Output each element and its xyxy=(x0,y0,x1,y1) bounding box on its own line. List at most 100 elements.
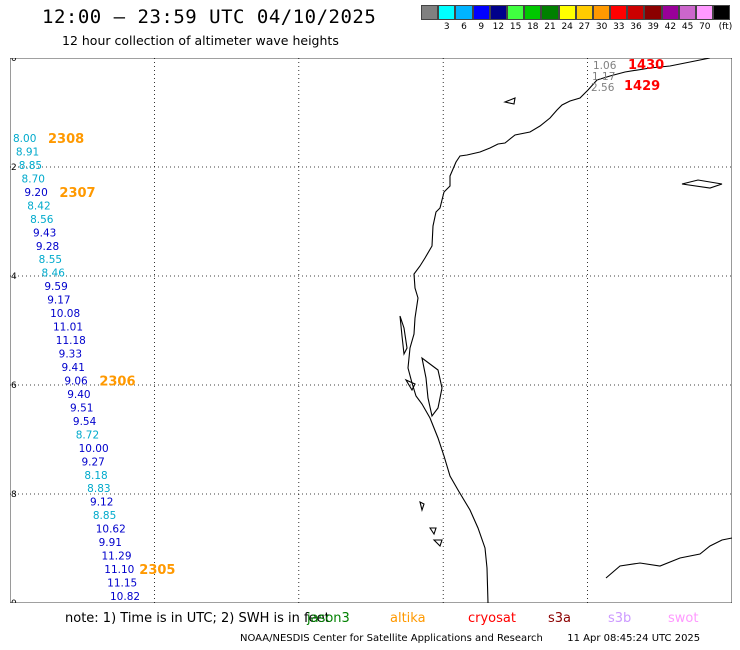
swh-value: 8.42 xyxy=(27,200,50,212)
altika-track-main: 8.008.918.858.709.208.428.569.439.288.55… xyxy=(13,132,175,603)
scale-label: 18 xyxy=(527,22,539,32)
page-subtitle: 12 hour collection of altimeter wave hei… xyxy=(62,33,339,48)
latitude-label: -22 xyxy=(10,163,17,173)
page-title: 12:00 — 23:59 UTC 04/10/2025 xyxy=(42,6,377,28)
scale-swatch xyxy=(558,5,576,20)
map-axis-labels: -20-22-24-26-28-30105108111114117120 xyxy=(10,58,17,603)
latitude-label: -24 xyxy=(10,272,17,282)
scale-label: 9 xyxy=(478,22,485,32)
satellite-legend-jason3: jason3 xyxy=(307,611,350,626)
swh-value: 9.40 xyxy=(67,389,90,401)
swh-value: 8.83 xyxy=(87,483,110,495)
swh-value: 8.85 xyxy=(19,160,42,172)
latitude-label: -30 xyxy=(10,599,17,603)
swh-value: 10.08 xyxy=(50,308,80,320)
scale-swatch xyxy=(678,5,696,20)
scale-swatch xyxy=(592,5,611,20)
satellite-legend-s3a: s3a xyxy=(548,611,572,626)
credit-text: NOAA/NESDIS Center for Satellite Applica… xyxy=(240,633,543,644)
offshore-island-east xyxy=(681,179,723,189)
small-island-south-1 xyxy=(419,500,425,512)
lat-lon-grid xyxy=(10,58,732,603)
scale-swatch xyxy=(713,5,731,20)
shark-bay-peninsula xyxy=(421,356,443,418)
scale-unit: (ft) xyxy=(718,22,733,32)
southwest-coast xyxy=(605,537,732,579)
swh-value: 9.59 xyxy=(44,281,67,293)
satellite-legend-swot: swot xyxy=(668,611,699,626)
scale-label: 33 xyxy=(613,22,625,32)
swh-value: 9.17 xyxy=(47,295,70,307)
swh-value: 9.33 xyxy=(59,349,82,361)
satellite-legend-cryosat: cryosat xyxy=(468,611,516,626)
scale-swatch xyxy=(438,5,456,20)
scale-swatch xyxy=(696,5,714,20)
scale-swatch xyxy=(524,5,542,20)
swh-value: 1.06 xyxy=(593,60,617,72)
pass-time-label: 2306 xyxy=(99,374,135,389)
offshore-island-north xyxy=(503,97,516,105)
generated-timestamp: 11 Apr 08:45:24 UTC 2025 xyxy=(567,633,701,644)
scale-label: 15 xyxy=(509,22,522,32)
satellite-legend-s3b: s3b xyxy=(608,611,632,626)
scale-label: 42 xyxy=(664,22,677,32)
swh-value: 1.17 xyxy=(592,71,615,83)
scale-swatch xyxy=(489,5,507,20)
swh-value: 11.15 xyxy=(107,578,137,590)
swh-value: 11.01 xyxy=(53,322,83,334)
latitude-label: -28 xyxy=(10,490,17,500)
scale-swatch xyxy=(575,5,593,20)
scale-swatch xyxy=(661,5,679,20)
scale-label: 39 xyxy=(647,22,659,32)
swh-value: 9.06 xyxy=(64,375,88,387)
dirk-hartog-island xyxy=(399,315,408,356)
satellite-legend-altika: altika xyxy=(390,611,426,626)
swh-value: 10.62 xyxy=(96,524,126,536)
swh-value: 8.00 xyxy=(13,133,36,145)
scale-swatch xyxy=(421,5,439,20)
northwest-cape-coast xyxy=(596,58,711,81)
swh-value: 8.85 xyxy=(93,510,116,522)
swh-value: 10.00 xyxy=(79,443,109,455)
footer-credit: NOAA/NESDIS Center for Satellite Applica… xyxy=(240,633,700,644)
scale-swatch xyxy=(627,5,645,20)
pass-time-label: 1430 xyxy=(628,58,664,73)
latitude-label: -26 xyxy=(10,381,17,391)
scale-label: 12 xyxy=(492,22,505,32)
cryosat-track-northeast: 1.061.172.56 1430 1429 xyxy=(591,58,664,94)
swh-value: 9.51 xyxy=(70,402,93,414)
scale-label: 45 xyxy=(681,22,694,32)
wave-height-map: 8.008.918.858.709.208.428.569.439.288.55… xyxy=(10,58,732,603)
scale-label: 36 xyxy=(630,22,642,32)
swh-value: 9.20 xyxy=(24,187,47,199)
swh-value: 9.12 xyxy=(90,497,113,509)
swh-value: 9.27 xyxy=(81,456,104,468)
footer-note: note: 1) Time is in UTC; 2) SWH is in fe… xyxy=(65,611,330,626)
scale-swatch xyxy=(455,5,473,20)
pass-time-label: 2305 xyxy=(139,563,175,578)
swh-value: 11.18 xyxy=(56,335,86,347)
scale-swatch xyxy=(610,5,628,20)
swh-value: 8.70 xyxy=(22,173,45,185)
swh-value: 2.56 xyxy=(591,82,615,94)
small-island-south-3 xyxy=(432,539,443,548)
swh-value: 8.56 xyxy=(30,214,54,226)
swh-value: 11.29 xyxy=(101,551,131,563)
scale-label: 30 xyxy=(595,22,608,32)
swh-value: 10.82 xyxy=(110,591,140,603)
units-note: note: 1) Time is in UTC; 2) SWH is in fe… xyxy=(65,611,330,626)
scale-label: 70 xyxy=(699,22,711,32)
small-island-south-2 xyxy=(428,527,437,536)
scale-swatch xyxy=(506,5,525,20)
scale-label: 27 xyxy=(578,22,591,32)
swh-value: 9.41 xyxy=(62,362,85,374)
western-australia-coast xyxy=(407,79,598,603)
color-scale-labels: 3 6 9 12 15 18 21 24 27 30 33 36 39 42 45 70 (ft) xyxy=(421,22,733,34)
pass-time-label: 2308 xyxy=(48,132,84,147)
swh-value: 11.10 xyxy=(104,564,134,576)
scale-label: 3 xyxy=(443,22,450,32)
pass-time-label: 1429 xyxy=(624,79,660,94)
swh-value: 8.18 xyxy=(84,470,107,482)
scale-swatch xyxy=(472,5,490,20)
swh-value: 9.43 xyxy=(33,227,56,239)
